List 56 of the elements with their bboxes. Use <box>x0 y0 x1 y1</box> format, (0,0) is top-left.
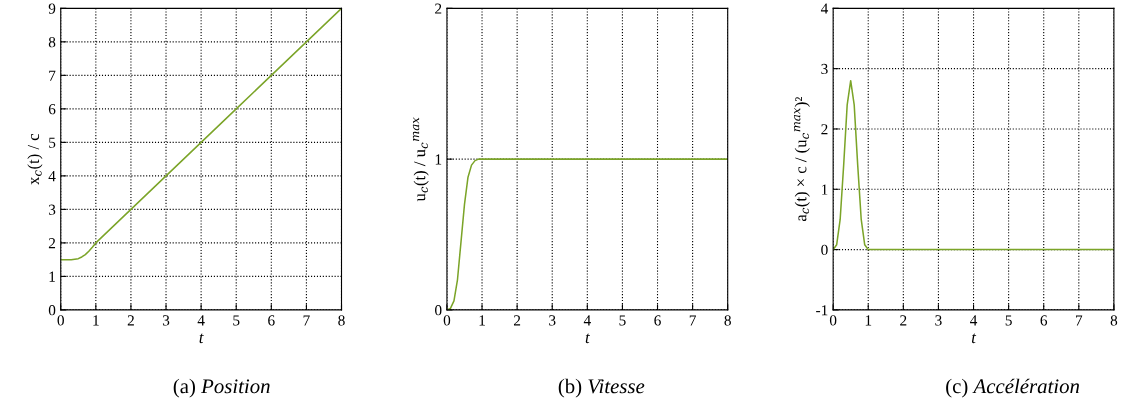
y-tick-label: 5 <box>49 137 56 148</box>
x-tick-label: 1 <box>479 315 485 326</box>
x-tick-label: 0 <box>57 315 64 326</box>
y-axis-title: a$_{c}$(t) × c / (u$_{c}$$^{max}$)² <box>794 97 810 222</box>
y-tick-label: 3 <box>48 204 56 215</box>
y-tick-label: 1 <box>821 184 828 195</box>
y-tick-label: 4 <box>48 171 56 182</box>
y-tick-label: 3 <box>821 63 828 75</box>
y-tick-label: -1 <box>816 305 828 316</box>
x-tick-label: 4 <box>970 315 978 326</box>
y-tick-label: 6 <box>48 104 56 115</box>
line-series <box>833 79 1114 251</box>
x-tick-label: 7 <box>1076 315 1083 326</box>
y-tick-label: 7 <box>49 70 56 81</box>
x-tick-label: 1 <box>93 315 99 326</box>
x-tick-label: 5 <box>619 315 626 326</box>
text: (b) Vitesse <box>558 378 645 398</box>
y-tick-label: 4 <box>820 3 829 14</box>
x-tick-label: 5 <box>233 315 240 326</box>
x-tick-label: 4 <box>583 315 591 326</box>
y-axis-title: x$_{c}$(t) / c <box>27 133 43 185</box>
x-tick-label: 5 <box>1005 315 1012 326</box>
x-tick-label: 7 <box>689 315 696 326</box>
x-axis-title: t <box>199 333 204 344</box>
x-tick-label: 6 <box>1040 315 1048 326</box>
y-tick-label: 1 <box>49 271 55 282</box>
y-tick-label: 1 <box>435 154 442 165</box>
x-axis-title: t <box>971 333 977 344</box>
y-axis-title: u$_{c}$(t) / u$_{c}$$^{max}$ <box>412 117 429 202</box>
text: (a) Position <box>173 378 270 398</box>
y-tick-label: 8 <box>48 36 56 48</box>
x-tick-label: 8 <box>724 315 731 326</box>
y-tick-label: 2 <box>48 238 56 249</box>
x-axis-title: t <box>585 333 590 344</box>
x-tick-label: 2 <box>900 315 907 326</box>
y-tick-label: 2 <box>821 124 828 135</box>
y-tick-label: 0 <box>435 305 442 316</box>
x-tick-label: 3 <box>935 315 942 326</box>
x-tick-label: 6 <box>268 315 275 326</box>
x-tick-label: 1 <box>865 315 872 326</box>
x-tick-label: 0 <box>829 315 837 326</box>
x-tick-label: 0 <box>443 315 451 326</box>
x-tick-label: 7 <box>303 315 310 326</box>
x-tick-label: 4 <box>197 315 205 326</box>
x-tick-label: 3 <box>162 315 170 326</box>
x-tick-label: 2 <box>127 315 134 326</box>
x-tick-label: 3 <box>549 315 556 326</box>
y-tick-label: 0 <box>48 305 56 316</box>
x-tick-label: 8 <box>338 315 345 326</box>
y-tick-label: 2 <box>435 3 442 14</box>
y-tick-label: 9 <box>48 3 56 14</box>
x-tick-label: 2 <box>513 315 521 326</box>
y-tick-label: 0 <box>821 244 828 256</box>
x-tick-label: 8 <box>1110 315 1118 326</box>
text: (c) Accélération <box>946 378 1080 398</box>
x-tick-label: 6 <box>654 315 661 326</box>
